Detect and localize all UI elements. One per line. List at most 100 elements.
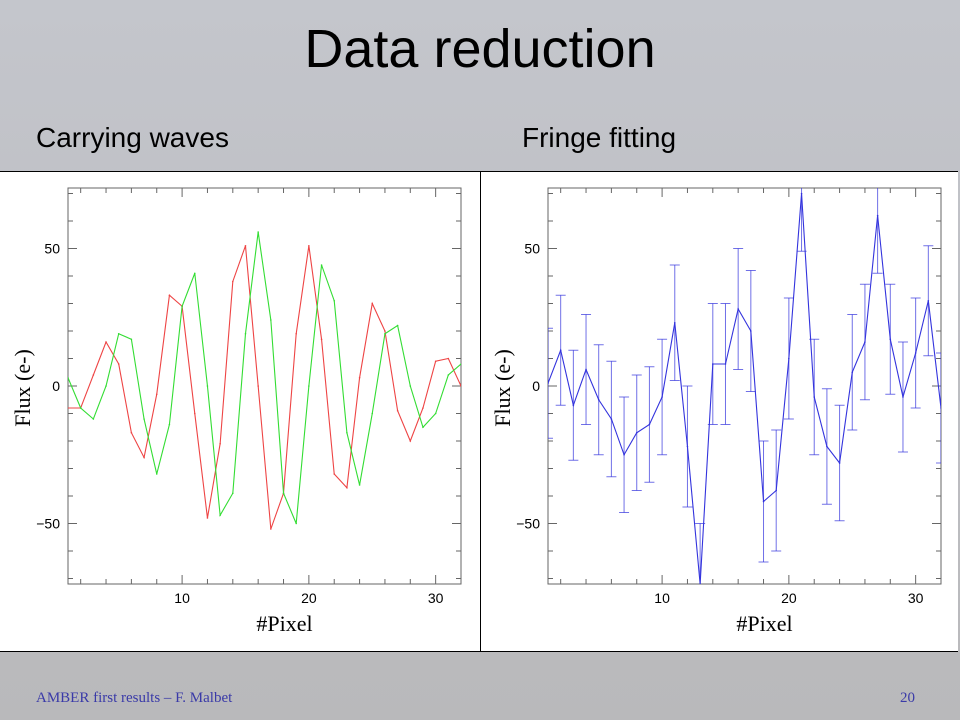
- data-point: [447, 357, 450, 360]
- data-point: [143, 418, 145, 420]
- data-point: [193, 272, 196, 275]
- data-point: [434, 412, 437, 415]
- data-point: [68, 376, 69, 379]
- data-point: [447, 374, 450, 376]
- data-point: [686, 445, 689, 448]
- data-point: [206, 385, 209, 387]
- y-tick-label: 50: [524, 241, 540, 257]
- x-tick-label: 30: [908, 590, 924, 606]
- data-point: [168, 423, 171, 426]
- y-tick-label: 0: [532, 378, 540, 394]
- data-point: [308, 385, 310, 387]
- y-axis-label: Flux (e-): [490, 349, 515, 427]
- series-line: [68, 245, 461, 530]
- data-point: [244, 332, 247, 335]
- data-point: [597, 398, 600, 401]
- data-point: [320, 264, 323, 266]
- data-point: [673, 321, 676, 324]
- series-0: [68, 244, 461, 530]
- data-point: [548, 382, 549, 385]
- series-line: [68, 231, 461, 524]
- data-point: [232, 492, 234, 495]
- carrying-waves-chart: 10 20 30 −50 0 50 #Pixel Flux (e-): [10, 187, 462, 636]
- data-point: [724, 363, 727, 365]
- data-point: [333, 473, 336, 475]
- data-point: [826, 445, 828, 448]
- data-point: [737, 308, 739, 310]
- data-point: [181, 305, 183, 308]
- data-point: [396, 324, 399, 327]
- data-point: [168, 294, 171, 297]
- data-point: [712, 363, 714, 365]
- data-point: [130, 431, 133, 434]
- data-point: [143, 456, 145, 459]
- data-point: [130, 338, 133, 341]
- data-point: [434, 360, 437, 363]
- data-point: [219, 514, 221, 517]
- x-tick-label: 20: [301, 590, 317, 606]
- y-tick-label: −50: [516, 516, 540, 532]
- data-point: [358, 484, 361, 486]
- data-point: [206, 517, 209, 519]
- footer-text: AMBER first results – F. Malbet: [36, 690, 233, 706]
- data-point: [346, 486, 348, 489]
- data-point: [914, 352, 917, 354]
- data-point: [422, 426, 424, 429]
- data-point: [422, 407, 424, 409]
- data-point: [902, 396, 904, 398]
- data-point: [295, 332, 297, 335]
- data-point: [232, 280, 234, 283]
- data-point: [68, 407, 69, 409]
- data-point: [788, 357, 790, 360]
- data-point: [396, 409, 399, 412]
- data-point: [270, 319, 272, 321]
- data-point: [559, 349, 562, 352]
- x-tick-label: 20: [781, 590, 797, 606]
- x-tick-label: 30: [428, 590, 444, 606]
- data-point: [572, 404, 575, 407]
- data-point: [876, 214, 879, 217]
- data-point: [864, 341, 866, 343]
- left-heading: Carrying waves: [36, 122, 229, 153]
- data-point: [333, 299, 336, 302]
- data-point: [105, 385, 107, 387]
- data-point: [308, 244, 310, 247]
- data-point: [79, 407, 82, 409]
- data-point: [661, 396, 663, 398]
- plot-frame: [547, 187, 942, 585]
- x-axis-label: #Pixel: [256, 611, 312, 636]
- data-point: [371, 412, 374, 415]
- x-axis-label: #Pixel: [736, 611, 792, 636]
- data-point: [371, 302, 374, 305]
- data-point: [648, 423, 651, 426]
- y-axis-label: Flux (e-): [10, 349, 35, 427]
- page-number: 20: [900, 690, 915, 706]
- data-point: [295, 522, 297, 525]
- data-point: [940, 407, 941, 409]
- data-point: [610, 418, 613, 420]
- series-0: [548, 188, 941, 584]
- y-tick-label: −50: [36, 516, 60, 532]
- data-point: [889, 338, 892, 341]
- data-point: [219, 442, 221, 445]
- data-point: [257, 231, 259, 233]
- data-point: [409, 440, 412, 442]
- data-point: [384, 330, 386, 332]
- series-1: [68, 231, 461, 525]
- data-point: [244, 244, 247, 247]
- data-point: [635, 431, 638, 434]
- slide-title: Data reduction: [304, 19, 656, 79]
- data-point: [320, 338, 323, 341]
- data-point: [92, 374, 95, 376]
- data-point: [775, 489, 777, 492]
- data-point: [851, 371, 854, 374]
- data-point: [384, 332, 386, 335]
- data-point: [762, 500, 765, 503]
- y-tick-label: 50: [44, 241, 60, 257]
- data-point: [358, 376, 361, 379]
- data-point: [838, 462, 841, 464]
- data-point: [800, 192, 803, 195]
- data-point: [585, 368, 587, 371]
- data-point: [813, 396, 816, 398]
- plot-frame: [67, 187, 462, 585]
